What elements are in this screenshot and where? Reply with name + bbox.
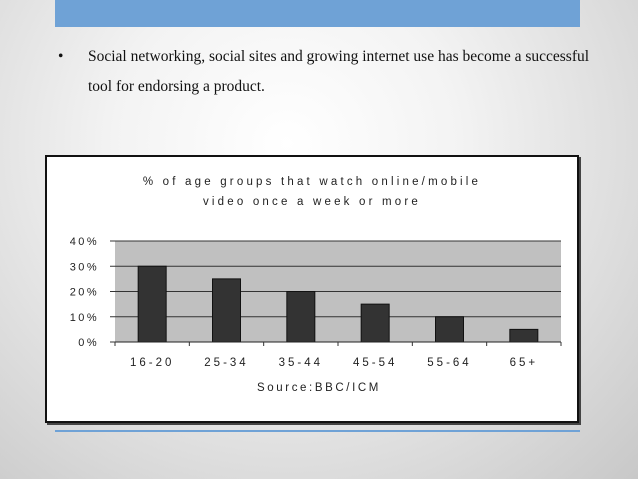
y-tick-label: 30% bbox=[70, 261, 99, 273]
x-tick-label: 65+ bbox=[510, 357, 539, 369]
footer-accent-rule bbox=[55, 430, 580, 432]
x-tick-label: 35-44 bbox=[279, 357, 323, 369]
y-tick-label: 20% bbox=[70, 287, 99, 299]
x-axis-source-label: Source:BBC/ICM bbox=[257, 382, 381, 394]
bar-65+ bbox=[509, 328, 539, 343]
bar-45-54 bbox=[360, 303, 390, 343]
x-tick-label: 16-20 bbox=[130, 357, 174, 369]
y-tick-label: 40% bbox=[70, 236, 99, 248]
chart-title-line-2: video once a week or more bbox=[203, 196, 421, 208]
bullet-symbol: • bbox=[58, 48, 64, 65]
bar-55-64 bbox=[435, 316, 464, 343]
bar-25-34 bbox=[212, 278, 241, 343]
bar-35-44 bbox=[286, 291, 316, 343]
bar-chart: % of age groups that watch online/mobile… bbox=[70, 176, 562, 394]
x-tick-label: 55-64 bbox=[427, 357, 471, 369]
y-tick-label: 0% bbox=[78, 337, 99, 349]
x-tick-label: 25-34 bbox=[204, 357, 248, 369]
bar-16-20 bbox=[137, 265, 167, 343]
chart-title-line-1: % of age groups that watch online/mobile bbox=[143, 176, 481, 188]
bullet-point: • Social networking, social sites and gr… bbox=[58, 42, 598, 102]
bullet-text: Social networking, social sites and grow… bbox=[88, 48, 590, 95]
header-accent-bar bbox=[55, 0, 580, 27]
y-tick-label: 10% bbox=[70, 312, 99, 324]
x-tick-label: 45-54 bbox=[353, 357, 397, 369]
chart-frame: % of age groups that watch online/mobile… bbox=[45, 155, 579, 423]
